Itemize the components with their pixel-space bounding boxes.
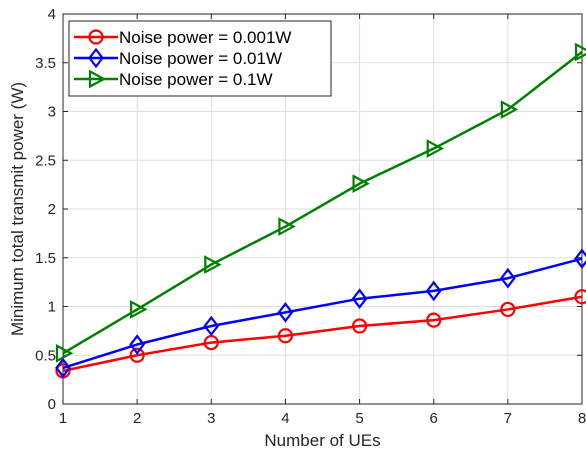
data-point-triangle <box>88 69 107 89</box>
data-point-circle <box>129 347 145 363</box>
x-tick-label: 3 <box>207 410 215 427</box>
y-tick-label: 0 <box>48 396 56 413</box>
series-line <box>62 51 583 355</box>
x-tick-label: 5 <box>355 410 363 427</box>
y-tick-label: 2.5 <box>35 152 56 169</box>
data-point-diamond <box>88 47 104 69</box>
data-point-triangle <box>574 42 586 62</box>
legend-label: Noise power = 0.1W <box>119 70 273 89</box>
y-tick-label: 0.5 <box>35 347 56 364</box>
series-line <box>62 257 583 370</box>
data-point-diamond <box>351 288 368 310</box>
x-tick-label: 2 <box>133 410 141 427</box>
y-axis-label: Minimum total transmit power (W) <box>8 82 27 336</box>
series-3 <box>55 42 586 363</box>
legend-label: Noise power = 0.001W <box>119 28 291 47</box>
y-tick-label: 3.5 <box>35 55 56 72</box>
data-point-diamond <box>277 302 294 323</box>
legend-item: Noise power = 0.1W <box>74 69 273 89</box>
series-2 <box>55 248 586 379</box>
x-tick-label: 6 <box>430 410 438 427</box>
data-point-triangle <box>426 139 445 158</box>
data-point-diamond <box>55 357 71 379</box>
y-tick-label: 4 <box>48 6 56 23</box>
x-tick-label: 4 <box>281 410 289 427</box>
data-point-diamond <box>203 315 220 337</box>
y-tick-label: 3 <box>48 104 56 121</box>
data-point-diamond <box>499 267 516 289</box>
legend-item: Noise power = 0.01W <box>74 47 282 69</box>
data-point-circle <box>351 318 368 334</box>
data-point-diamond <box>425 280 442 302</box>
data-point-triangle <box>500 100 519 119</box>
series-line <box>62 295 583 373</box>
x-tick-label: 8 <box>578 410 586 427</box>
legend: Noise power = 0.001W Noise power = 0.01W N… <box>68 20 332 97</box>
axis-ticks: 1 2 3 4 5 6 7 8 0 0.5 1 1.5 2 2.5 3 3.5 4 <box>35 6 586 427</box>
data-point-triangle <box>278 217 296 236</box>
data-point-triangle <box>204 255 222 274</box>
data-point-circle <box>574 289 586 305</box>
legend-item: Noise power = 0.001W <box>74 28 291 47</box>
y-tick-label: 1.5 <box>35 250 56 267</box>
y-tick-label: 1 <box>48 299 56 316</box>
data-point-circle <box>500 301 516 318</box>
series-1 <box>55 289 586 379</box>
data-point-circle <box>426 312 442 328</box>
x-axis-label: Number of UEs <box>264 431 380 450</box>
y-tick-label: 2 <box>48 201 56 218</box>
data-point-triangle <box>55 343 74 363</box>
data-point-diamond <box>574 248 586 270</box>
x-tick-label: 7 <box>504 410 512 427</box>
data-point-circle <box>277 328 294 344</box>
legend-label: Noise power = 0.01W <box>119 49 282 68</box>
data-point-triangle <box>352 174 370 193</box>
data-point-triangle <box>130 300 148 319</box>
data-point-circle <box>88 29 104 45</box>
series-group <box>55 42 586 379</box>
data-point-diamond <box>129 334 146 355</box>
x-tick-label: 1 <box>59 410 67 427</box>
